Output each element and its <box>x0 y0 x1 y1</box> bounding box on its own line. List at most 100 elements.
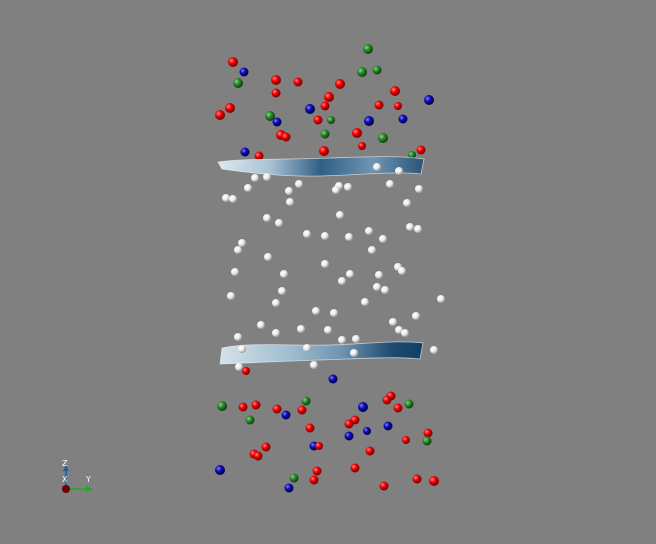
atom-white[interactable] <box>263 173 271 181</box>
atom-red[interactable] <box>319 146 329 156</box>
atom-white[interactable] <box>365 227 373 235</box>
atom-white[interactable] <box>401 329 409 337</box>
atom-white[interactable] <box>344 183 352 191</box>
atom-white[interactable] <box>303 344 311 352</box>
atom-blue[interactable] <box>215 465 225 475</box>
atom-red[interactable] <box>358 142 366 150</box>
atom-red[interactable] <box>374 100 384 110</box>
atom-red[interactable] <box>382 395 392 405</box>
atom-red[interactable] <box>293 77 303 87</box>
atom-red[interactable] <box>225 103 235 113</box>
atom-white[interactable] <box>251 174 259 182</box>
atom-white[interactable] <box>386 180 394 188</box>
atom-white[interactable] <box>234 246 242 254</box>
atom-red[interactable] <box>315 442 323 450</box>
atom-red[interactable] <box>423 428 433 438</box>
atom-white[interactable] <box>395 326 403 334</box>
atom-red[interactable] <box>379 481 389 491</box>
atom-green[interactable] <box>357 67 367 77</box>
atom-white[interactable] <box>336 211 344 219</box>
atom-blue[interactable] <box>240 147 250 157</box>
atom-white[interactable] <box>415 185 423 193</box>
atom-red[interactable] <box>344 419 354 429</box>
atom-white[interactable] <box>235 363 243 371</box>
atom-white[interactable] <box>406 223 414 231</box>
atom-red[interactable] <box>271 88 281 98</box>
atom-red[interactable] <box>261 442 271 452</box>
atom-green[interactable] <box>233 78 243 88</box>
atom-white[interactable] <box>345 233 353 241</box>
atom-green[interactable] <box>301 396 311 406</box>
membrane-surface-bottom[interactable] <box>219 341 424 365</box>
atom-green[interactable] <box>327 116 335 124</box>
atom-red[interactable] <box>297 405 307 415</box>
atom-blue[interactable] <box>272 117 282 127</box>
atom-white[interactable] <box>437 295 445 303</box>
atom-white[interactable] <box>227 292 235 300</box>
atom-green[interactable] <box>245 415 255 425</box>
atom-red[interactable] <box>324 92 334 102</box>
atom-white[interactable] <box>338 336 346 344</box>
atom-white[interactable] <box>286 198 294 206</box>
atom-blue[interactable] <box>284 483 294 493</box>
atom-green[interactable] <box>404 399 414 409</box>
atom-white[interactable] <box>375 271 383 279</box>
atom-red[interactable] <box>394 102 402 110</box>
atom-white[interactable] <box>280 270 288 278</box>
atom-red[interactable] <box>320 101 330 111</box>
atom-white[interactable] <box>430 346 438 354</box>
atom-white[interactable] <box>373 163 381 171</box>
atom-green[interactable] <box>378 133 388 143</box>
atom-white[interactable] <box>297 325 305 333</box>
atom-green[interactable] <box>217 401 227 411</box>
atom-red[interactable] <box>254 151 264 161</box>
atom-blue[interactable] <box>364 116 374 126</box>
atom-white[interactable] <box>379 235 387 243</box>
atom-red[interactable] <box>393 403 403 413</box>
atom-white[interactable] <box>330 309 338 317</box>
atom-white[interactable] <box>229 195 237 203</box>
atom-white[interactable] <box>373 283 381 291</box>
atom-red[interactable] <box>281 132 291 142</box>
atom-red[interactable] <box>412 474 422 484</box>
atom-white[interactable] <box>257 321 265 329</box>
atom-blue[interactable] <box>305 104 315 114</box>
atom-white[interactable] <box>398 267 406 275</box>
atom-white[interactable] <box>321 260 329 268</box>
atom-green[interactable] <box>372 65 382 75</box>
atom-white[interactable] <box>381 286 389 294</box>
atom-red[interactable] <box>309 475 319 485</box>
atom-white[interactable] <box>350 349 358 357</box>
atom-green[interactable] <box>422 436 432 446</box>
atom-red[interactable] <box>271 75 281 85</box>
atom-red[interactable] <box>365 446 375 456</box>
atom-red[interactable] <box>238 402 248 412</box>
atom-green[interactable] <box>265 111 275 121</box>
atom-white[interactable] <box>231 268 239 276</box>
atom-green[interactable] <box>320 129 330 139</box>
atom-blue[interactable] <box>358 402 368 412</box>
atom-white[interactable] <box>264 253 272 261</box>
atom-white[interactable] <box>234 333 242 341</box>
atom-white[interactable] <box>368 246 376 254</box>
atom-blue[interactable] <box>363 427 371 435</box>
atom-red[interactable] <box>313 115 323 125</box>
atom-white[interactable] <box>346 270 354 278</box>
atom-white[interactable] <box>310 361 318 369</box>
atom-blue[interactable] <box>239 67 249 77</box>
atom-white[interactable] <box>303 230 311 238</box>
atom-white[interactable] <box>272 299 280 307</box>
atom-blue[interactable] <box>281 410 291 420</box>
atom-white[interactable] <box>321 232 329 240</box>
atom-white[interactable] <box>352 335 360 343</box>
atom-white[interactable] <box>275 219 283 227</box>
atom-red[interactable] <box>253 451 263 461</box>
atom-red[interactable] <box>228 57 238 67</box>
atom-white[interactable] <box>244 184 252 192</box>
atom-blue[interactable] <box>383 421 393 431</box>
atom-red[interactable] <box>251 400 261 410</box>
atom-white[interactable] <box>238 345 246 353</box>
atom-blue[interactable] <box>398 114 408 124</box>
